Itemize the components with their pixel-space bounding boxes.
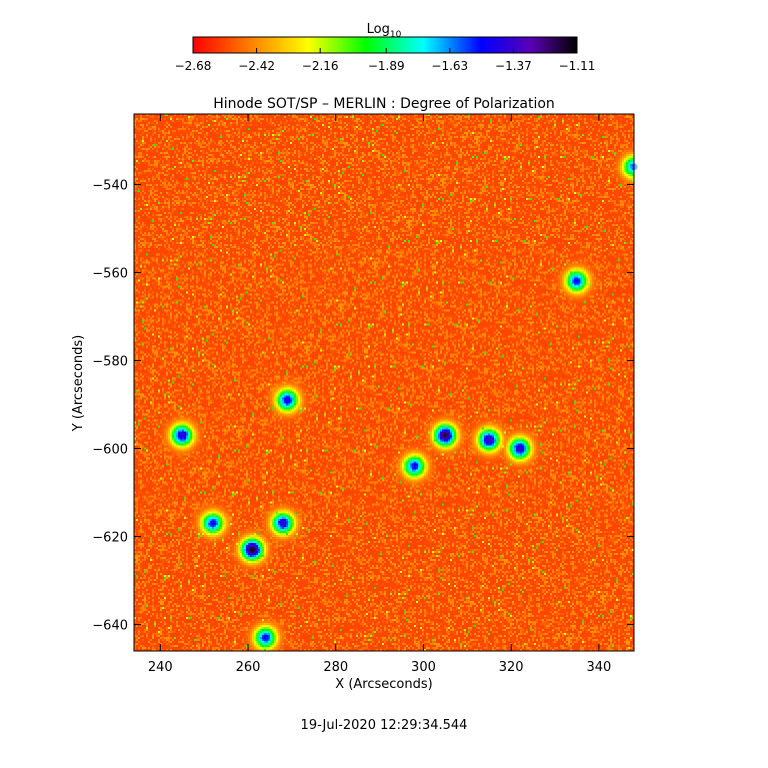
y-tick-label: −640 [92,619,128,634]
colorbar-tick-label: −1.11 [559,59,596,73]
active-region-point [441,431,449,439]
y-axis-label: Y (Arcseconds) [71,335,86,432]
x-tick-label: 260 [236,660,261,675]
colorbar-label-sub: 10 [390,30,402,40]
x-tick-label: 340 [586,660,611,675]
y-tick-label: −620 [92,531,128,546]
colorbar-gradient [192,36,578,54]
timestamp: 19-Jul-2020 12:29:34.544 [301,718,468,733]
x-tick-label: 300 [411,660,436,675]
x-axis-label: X (Arcseconds) [335,677,432,692]
chart-title: Hinode SOT/SP – MERLIN : Degree of Polar… [213,96,555,112]
colorbar-label-base: Log [367,22,390,37]
plot-frame [133,113,635,652]
x-axis-ticks: 240 260 280 300 320 340 [148,114,611,675]
y-tick-label: −540 [92,178,128,193]
colorbar-ticks: −2.68 −2.42 −2.16 −1.89 −1.63 −1.37 −1.11 [175,48,596,73]
active-region-point [516,445,524,453]
active-regions [178,163,638,642]
colorbar-tick-label: −2.42 [238,59,275,73]
heatmap-raster-container [134,114,634,651]
heatmap-raster [134,114,634,651]
x-tick-label: 280 [323,660,348,675]
active-region-point [411,462,419,470]
active-region-point [485,436,493,444]
y-tick-label: −600 [92,443,128,458]
y-tick-label: −560 [92,266,128,281]
colorbar-tick-label: −2.16 [302,59,339,73]
active-region-point [262,634,270,642]
active-region-point [573,277,581,285]
colorbar-tick-label: −1.63 [431,59,468,73]
colorbar-tick-label: −1.37 [495,59,532,73]
colorbar-tick-label: −2.68 [175,59,212,73]
colorbar-label: Log10 [367,22,402,40]
x-tick-label: 320 [499,660,524,675]
active-region-point [178,431,186,439]
active-region-point [248,546,256,554]
colorbar-tick-label: −1.89 [368,59,405,73]
active-region-point [284,396,292,404]
active-region-point [209,519,217,527]
x-tick-label: 240 [148,660,173,675]
active-region-point [279,519,287,527]
plot-area: 240 260 280 300 320 340 −540−560−580−600−620−… [92,113,638,675]
y-axis-ticks: −540 −560 −580 −600 −620 −640 [92,178,634,634]
y-tick-label: −580 [92,354,128,369]
colorbar: Log10 −2.68 −2.42 −2.16 −1.89 −1.63 −1.37 −1.1… [175,22,596,73]
